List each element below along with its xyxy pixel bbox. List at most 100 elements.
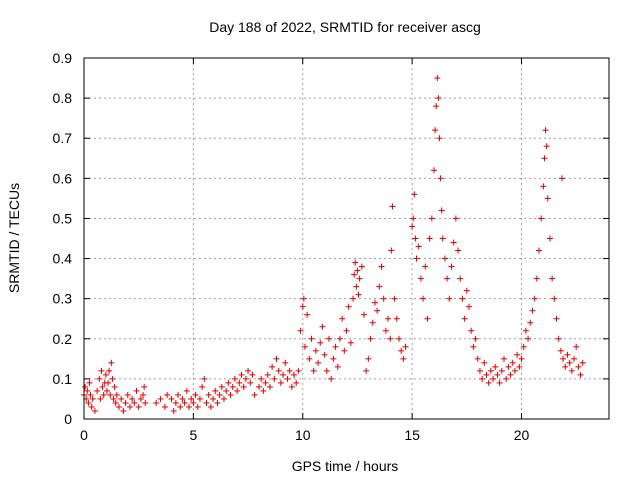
data-point bbox=[490, 375, 497, 382]
data-point bbox=[516, 363, 523, 370]
data-point bbox=[536, 247, 542, 254]
data-point bbox=[242, 375, 249, 382]
data-point bbox=[432, 127, 439, 134]
data-point bbox=[84, 387, 91, 394]
data-point bbox=[579, 359, 586, 366]
data-point bbox=[126, 403, 133, 410]
data-point bbox=[157, 395, 164, 402]
data-point bbox=[312, 347, 319, 354]
data-point bbox=[434, 75, 441, 82]
data-point bbox=[503, 375, 510, 382]
data-point bbox=[376, 283, 383, 290]
data-point bbox=[264, 371, 271, 378]
data-point bbox=[260, 387, 267, 394]
data-point bbox=[124, 391, 131, 398]
data-point bbox=[413, 255, 420, 262]
data-point bbox=[433, 103, 440, 110]
data-point bbox=[485, 379, 492, 386]
data-point bbox=[470, 343, 477, 350]
data-point bbox=[216, 391, 223, 398]
data-point bbox=[245, 367, 252, 374]
data-point bbox=[522, 327, 529, 334]
data-point bbox=[544, 195, 551, 202]
data-point bbox=[496, 379, 503, 386]
data-point bbox=[339, 315, 346, 322]
data-point bbox=[321, 351, 328, 358]
data-point bbox=[315, 359, 322, 366]
data-point bbox=[557, 347, 564, 354]
data-point bbox=[196, 395, 203, 402]
data-point bbox=[275, 367, 282, 374]
data-point bbox=[99, 383, 106, 390]
data-point bbox=[385, 315, 392, 322]
data-point bbox=[481, 359, 488, 366]
data-point bbox=[575, 363, 582, 370]
data-point bbox=[568, 367, 575, 374]
data-point bbox=[186, 403, 192, 410]
data-point bbox=[179, 395, 186, 402]
data-point bbox=[459, 295, 466, 302]
data-point bbox=[511, 367, 518, 374]
data-point bbox=[428, 215, 435, 222]
data-point bbox=[291, 371, 297, 378]
data-point bbox=[387, 335, 394, 342]
data-point bbox=[573, 343, 580, 350]
data-point bbox=[479, 375, 486, 382]
data-point bbox=[400, 355, 407, 362]
data-point bbox=[498, 367, 505, 374]
data-point bbox=[529, 307, 536, 314]
data-point bbox=[371, 299, 378, 306]
data-point bbox=[295, 367, 302, 374]
data-point bbox=[293, 379, 300, 386]
data-point bbox=[300, 295, 307, 302]
data-point bbox=[102, 371, 109, 378]
data-point bbox=[336, 335, 343, 342]
data-point bbox=[412, 235, 419, 242]
data-point bbox=[389, 203, 396, 210]
data-point bbox=[562, 363, 569, 370]
data-point bbox=[269, 363, 276, 370]
data-point bbox=[280, 371, 287, 378]
data-point bbox=[82, 383, 89, 390]
data-point bbox=[365, 355, 372, 362]
data-point bbox=[492, 363, 499, 370]
data-point bbox=[341, 347, 348, 354]
data-point bbox=[190, 399, 197, 406]
data-point bbox=[374, 307, 381, 314]
data-point bbox=[549, 275, 556, 282]
x-tick-labels: 0 5 10 15 20 bbox=[80, 427, 529, 443]
y-tick-label: 0.5 bbox=[53, 210, 73, 226]
data-point bbox=[299, 303, 306, 310]
data-point bbox=[249, 371, 256, 378]
data-point bbox=[507, 371, 514, 378]
x-tick-label: 15 bbox=[404, 427, 420, 443]
data-point bbox=[509, 359, 516, 366]
data-point bbox=[531, 295, 538, 302]
data-point bbox=[129, 395, 136, 402]
data-point bbox=[527, 319, 534, 326]
data-point bbox=[110, 395, 117, 402]
data-point bbox=[448, 263, 455, 270]
data-point bbox=[409, 223, 416, 230]
data-point bbox=[111, 383, 118, 390]
data-point bbox=[382, 327, 389, 334]
data-point bbox=[223, 387, 230, 394]
data-point bbox=[153, 399, 160, 406]
data-point bbox=[541, 155, 548, 162]
data-point bbox=[271, 375, 278, 382]
data-point bbox=[175, 391, 182, 398]
data-point bbox=[354, 267, 361, 274]
data-point bbox=[308, 335, 315, 342]
data-point bbox=[258, 375, 265, 382]
y-tick-label: 0.4 bbox=[53, 251, 73, 267]
data-point bbox=[326, 335, 332, 342]
data-point bbox=[396, 335, 402, 342]
data-point bbox=[214, 399, 221, 406]
data-point bbox=[172, 399, 179, 406]
data-point bbox=[306, 355, 313, 362]
data-point bbox=[205, 391, 212, 398]
data-point bbox=[301, 343, 308, 350]
data-point bbox=[297, 327, 304, 334]
data-points bbox=[81, 75, 586, 414]
